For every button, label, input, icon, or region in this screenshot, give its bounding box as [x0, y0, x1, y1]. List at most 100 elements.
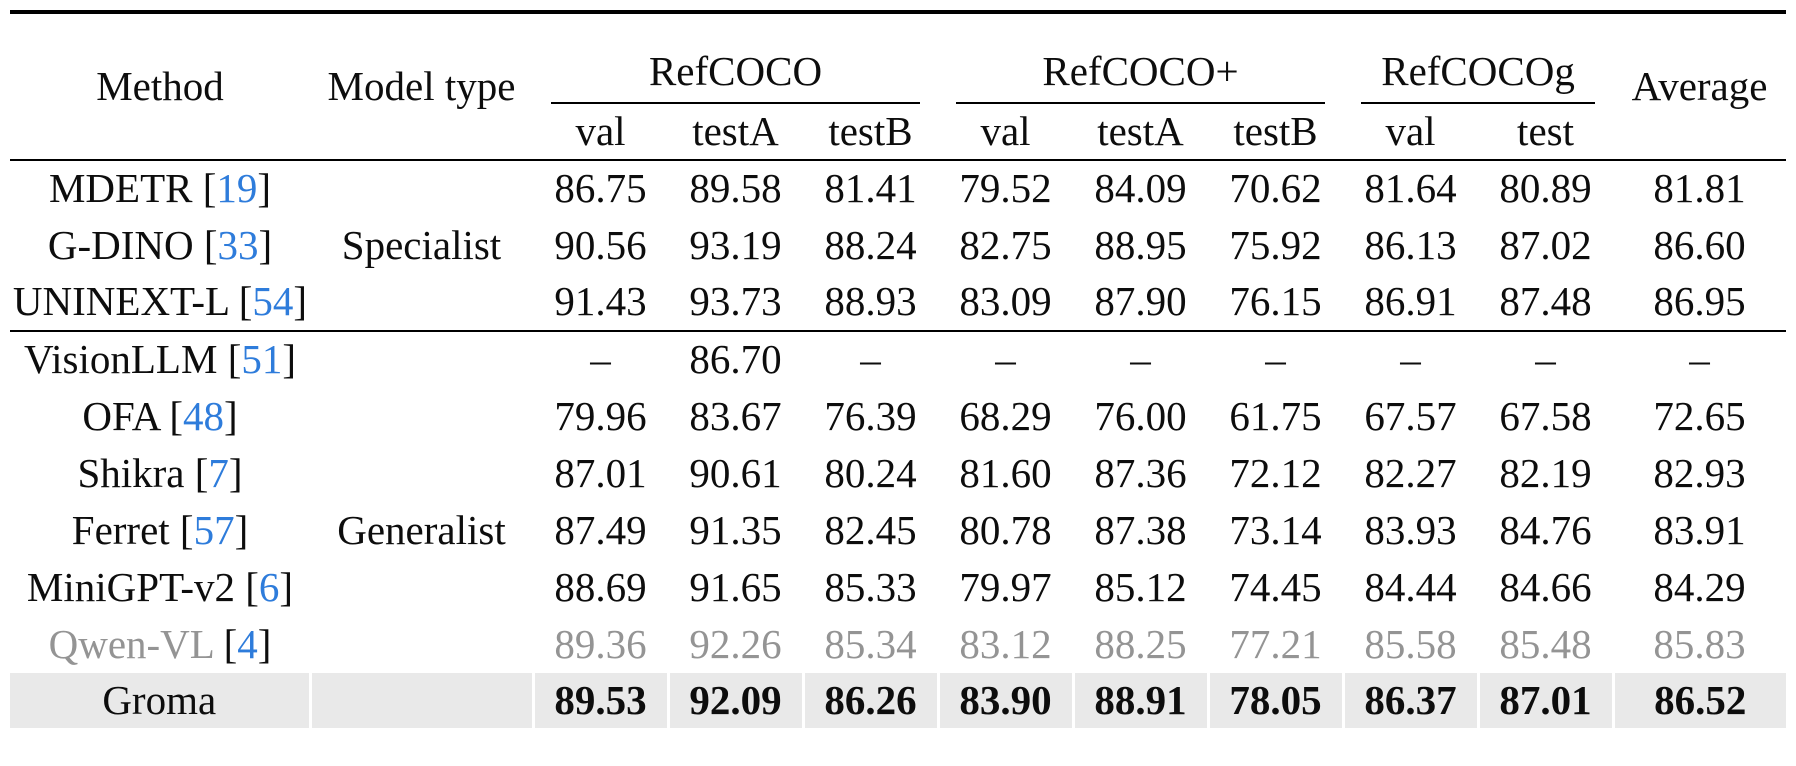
score-cell: 76.00: [1094, 392, 1187, 439]
score-cell: 74.45: [1229, 563, 1322, 610]
table-row-shikra: Shikra [7] 87.01 90.61 80.24 81.60 87.36…: [10, 445, 1786, 502]
model-type-label: Generalist: [337, 506, 506, 553]
score-cell: –: [1400, 336, 1421, 383]
table-row-gdino: G-DINO [33] Specialist 90.56 93.19 88.24…: [10, 217, 1786, 274]
score-cell: 82.75: [959, 221, 1052, 268]
method-name: OFA: [82, 392, 160, 439]
score-cell: 72.65: [1653, 392, 1746, 439]
score-cell: 85.12: [1094, 563, 1187, 610]
score-cell: 87.90: [1094, 278, 1187, 325]
citation-link[interactable]: 4: [237, 620, 258, 667]
table-row-groma: Groma 89.53 92.09 86.26 83.90 88.91 78.0…: [10, 673, 1787, 733]
method-cell: Shikra [7]: [10, 445, 310, 502]
score-cell: –: [1265, 336, 1286, 383]
score-cell: 86.37: [1341, 673, 1479, 733]
score-cell: 89.53: [531, 673, 668, 733]
score-cell: 90.56: [554, 221, 647, 268]
score-cell: 89.36: [554, 620, 647, 667]
score-cell: 82.27: [1364, 449, 1457, 496]
score-cell: 83.93: [1364, 506, 1457, 553]
score-cell: 86.70: [689, 336, 782, 383]
model-type-cell: [310, 388, 533, 445]
score-cell: 87.49: [554, 506, 647, 553]
score-cell: 91.35: [689, 506, 782, 553]
score-cell: 79.52: [959, 165, 1052, 212]
citation: [57]: [179, 506, 249, 553]
citation-link[interactable]: 51: [241, 336, 283, 383]
table-row-minigpt: MiniGPT-v2 [6] 88.69 91.65 85.33 79.97 8…: [10, 559, 1786, 616]
table-row-visionllm: VisionLLM [51] – 86.70 – – – – – – –: [10, 331, 1786, 388]
score-cell: 90.61: [689, 449, 782, 496]
citation-link[interactable]: 19: [216, 165, 258, 212]
score-cell: 88.25: [1094, 620, 1187, 667]
score-cell: 86.75: [554, 165, 647, 212]
benchmark-results-table: Method Model type RefCOCO RefCOCO+ RefCO…: [10, 10, 1787, 733]
score-cell: 86.13: [1364, 221, 1457, 268]
column-header-method: Method: [96, 62, 224, 109]
score-cell: 87.48: [1499, 278, 1592, 325]
score-cell: 83.90: [936, 673, 1073, 733]
column-header-average: Average: [1631, 62, 1768, 109]
method-cell: VisionLLM [51]: [10, 331, 310, 388]
citation: [19]: [202, 165, 272, 212]
subheader-refcoco-plus-val: val: [980, 107, 1031, 154]
citation-link[interactable]: 57: [193, 506, 235, 553]
score-cell: 83.09: [959, 278, 1052, 325]
group-header-refcocog: RefCOCOg: [1343, 12, 1613, 104]
citation: [51]: [227, 336, 296, 383]
score-cell: 88.93: [824, 278, 917, 325]
subheader-refcoco-testa: testA: [692, 107, 779, 154]
score-cell: 81.41: [824, 165, 917, 212]
specialist-section: MDETR [19] 86.75 89.58 81.41 79.52 84.09…: [10, 160, 1786, 331]
score-cell: 72.12: [1229, 449, 1322, 496]
score-cell: 80.89: [1499, 165, 1592, 212]
score-cell: 80.24: [824, 449, 917, 496]
score-cell: 87.01: [554, 449, 647, 496]
score-cell: 81.60: [959, 449, 1052, 496]
method-name: MDETR: [48, 165, 193, 212]
subheader-refcoco-testb: testB: [828, 107, 913, 154]
score-cell: 91.43: [554, 278, 647, 325]
citation: [4]: [223, 620, 272, 667]
subheader-refcocog-val: val: [1385, 107, 1436, 154]
score-cell: 86.95: [1653, 278, 1746, 325]
citation-link[interactable]: 54: [252, 278, 294, 325]
table-row-mdetr: MDETR [19] 86.75 89.58 81.41 79.52 84.09…: [10, 160, 1786, 217]
score-cell: 84.76: [1499, 506, 1592, 553]
score-cell: 82.45: [824, 506, 917, 553]
citation-link[interactable]: 48: [182, 392, 224, 439]
score-cell: 83.67: [689, 392, 782, 439]
score-cell: 84.44: [1364, 563, 1457, 610]
table-row-ferret: Ferret [57] Generalist 87.49 91.35 82.45…: [10, 502, 1786, 559]
score-cell: 77.21: [1229, 620, 1322, 667]
score-cell: 76.39: [824, 392, 917, 439]
method-cell: G-DINO [33]: [10, 217, 310, 274]
model-type-cell: Specialist: [310, 217, 533, 274]
score-cell: 73.14: [1229, 506, 1322, 553]
citation-link[interactable]: 33: [217, 221, 259, 268]
score-cell: –: [995, 336, 1016, 383]
score-cell: 87.36: [1094, 449, 1187, 496]
score-cell: 78.05: [1206, 673, 1344, 733]
model-type-cell: [310, 274, 533, 331]
score-cell: 85.58: [1364, 620, 1457, 667]
method-cell: OFA [48]: [10, 388, 310, 445]
score-cell: 61.75: [1229, 392, 1322, 439]
score-cell: 68.29: [959, 392, 1052, 439]
score-cell: 82.19: [1499, 449, 1592, 496]
score-cell: –: [860, 336, 881, 383]
method-name: Shikra: [77, 449, 185, 496]
table-row-ofa: OFA [48] 79.96 83.67 76.39 68.29 76.00 6…: [10, 388, 1786, 445]
citation-link[interactable]: 6: [258, 563, 280, 610]
method-name: MiniGPT-v2: [26, 563, 236, 610]
method-name: Qwen-VL: [48, 620, 214, 667]
score-cell: –: [1535, 336, 1556, 383]
score-cell: 91.65: [689, 563, 782, 610]
citation-link[interactable]: 7: [208, 449, 229, 496]
method-name: Ferret: [71, 506, 170, 553]
score-cell: 86.91: [1364, 278, 1457, 325]
model-type-cell: [310, 160, 533, 217]
score-cell: 87.02: [1499, 221, 1592, 268]
model-type-cell: [308, 673, 533, 733]
score-cell: 84.29: [1653, 563, 1746, 610]
